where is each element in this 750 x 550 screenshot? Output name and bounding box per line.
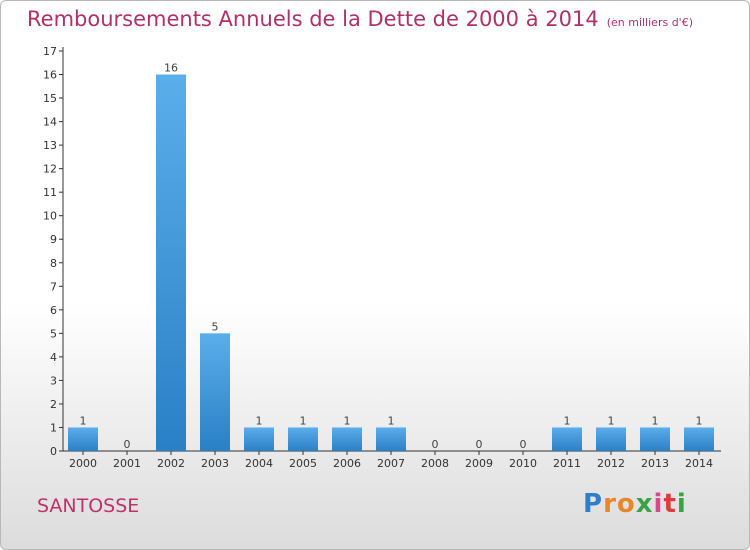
data-label: 1 [388, 414, 395, 427]
y-tick-label: 0 [50, 445, 57, 458]
bar-2013 [640, 427, 670, 451]
x-tick-label: 2000 [69, 457, 97, 470]
chart-title-text: Remboursements Annuels de la Dette de 20… [27, 7, 599, 31]
logo-letter: o [616, 489, 636, 519]
y-tick-label: 7 [50, 280, 57, 293]
data-label: 1 [80, 414, 87, 427]
y-tick-label: 2 [50, 398, 57, 411]
x-tick-label: 2012 [597, 457, 625, 470]
data-label: 1 [564, 414, 571, 427]
x-tick-label: 2003 [201, 457, 229, 470]
x-tick-label: 2007 [377, 457, 405, 470]
y-tick-label: 12 [43, 163, 57, 176]
y-tick-label: 10 [43, 210, 57, 223]
bar-2000 [68, 427, 98, 451]
x-tick-label: 2013 [641, 457, 669, 470]
logo-letter: x [635, 489, 654, 519]
y-tick-label: 9 [50, 233, 57, 246]
bar-2012 [596, 427, 626, 451]
y-tick-label: 3 [50, 374, 57, 387]
data-label: 1 [652, 414, 659, 427]
y-tick-label: 6 [50, 304, 57, 317]
y-tick-label: 11 [43, 186, 57, 199]
y-tick-label: 17 [43, 45, 57, 58]
bar-2006 [332, 427, 362, 451]
commune-name: SANTOSSE [37, 495, 140, 517]
data-label: 0 [520, 438, 527, 451]
x-tick-label: 2006 [333, 457, 361, 470]
x-tick-label: 2008 [421, 457, 449, 470]
x-tick-label: 2010 [509, 457, 537, 470]
logo-letter: t [663, 489, 677, 519]
x-tick-label: 2009 [465, 457, 493, 470]
data-label: 1 [300, 414, 307, 427]
x-tick-label: 2002 [157, 457, 185, 470]
y-tick-label: 4 [50, 351, 57, 364]
data-label: 0 [476, 438, 483, 451]
chart-bars [68, 74, 714, 451]
proxiti-logo: Proxiti [583, 489, 687, 519]
bar-2003 [200, 333, 230, 451]
data-label: 1 [696, 414, 703, 427]
x-tick-label: 2001 [113, 457, 141, 470]
y-tick-label: 5 [50, 327, 57, 340]
bar-2002 [156, 74, 186, 451]
y-tick-label: 15 [43, 92, 57, 105]
data-label: 1 [344, 414, 351, 427]
y-tick-label: 16 [43, 69, 57, 82]
bar-2011 [552, 427, 582, 451]
bar-2004 [244, 427, 274, 451]
bar-2005 [288, 427, 318, 451]
x-tick-label: 2014 [685, 457, 713, 470]
data-label: 0 [432, 438, 439, 451]
bar-2014 [684, 427, 714, 451]
y-tick-label: 14 [43, 116, 57, 129]
data-label: 16 [164, 62, 178, 75]
logo-letter: i [653, 489, 664, 519]
chart-title: Remboursements Annuels de la Dette de 20… [27, 7, 693, 31]
chart-data-labels: 1 0 16 5 1 1 1 1 0 0 0 1 1 1 1 [80, 62, 703, 451]
data-label: 1 [608, 414, 615, 427]
bar-2007 [376, 427, 406, 451]
y-tick-label: 8 [50, 257, 57, 270]
data-label: 1 [256, 414, 263, 427]
y-tick-label: 13 [43, 139, 57, 152]
x-tick-label: 2005 [289, 457, 317, 470]
logo-letter: r [603, 489, 617, 519]
y-tick-label: 1 [50, 421, 57, 434]
data-label: 0 [124, 438, 131, 451]
x-tick-label: 2004 [245, 457, 273, 470]
data-label: 5 [212, 320, 219, 333]
logo-letter: P [583, 489, 604, 519]
chart-unit: (en milliers d'€) [606, 16, 693, 29]
logo-letter: i [676, 489, 687, 519]
x-tick-label: 2011 [553, 457, 581, 470]
